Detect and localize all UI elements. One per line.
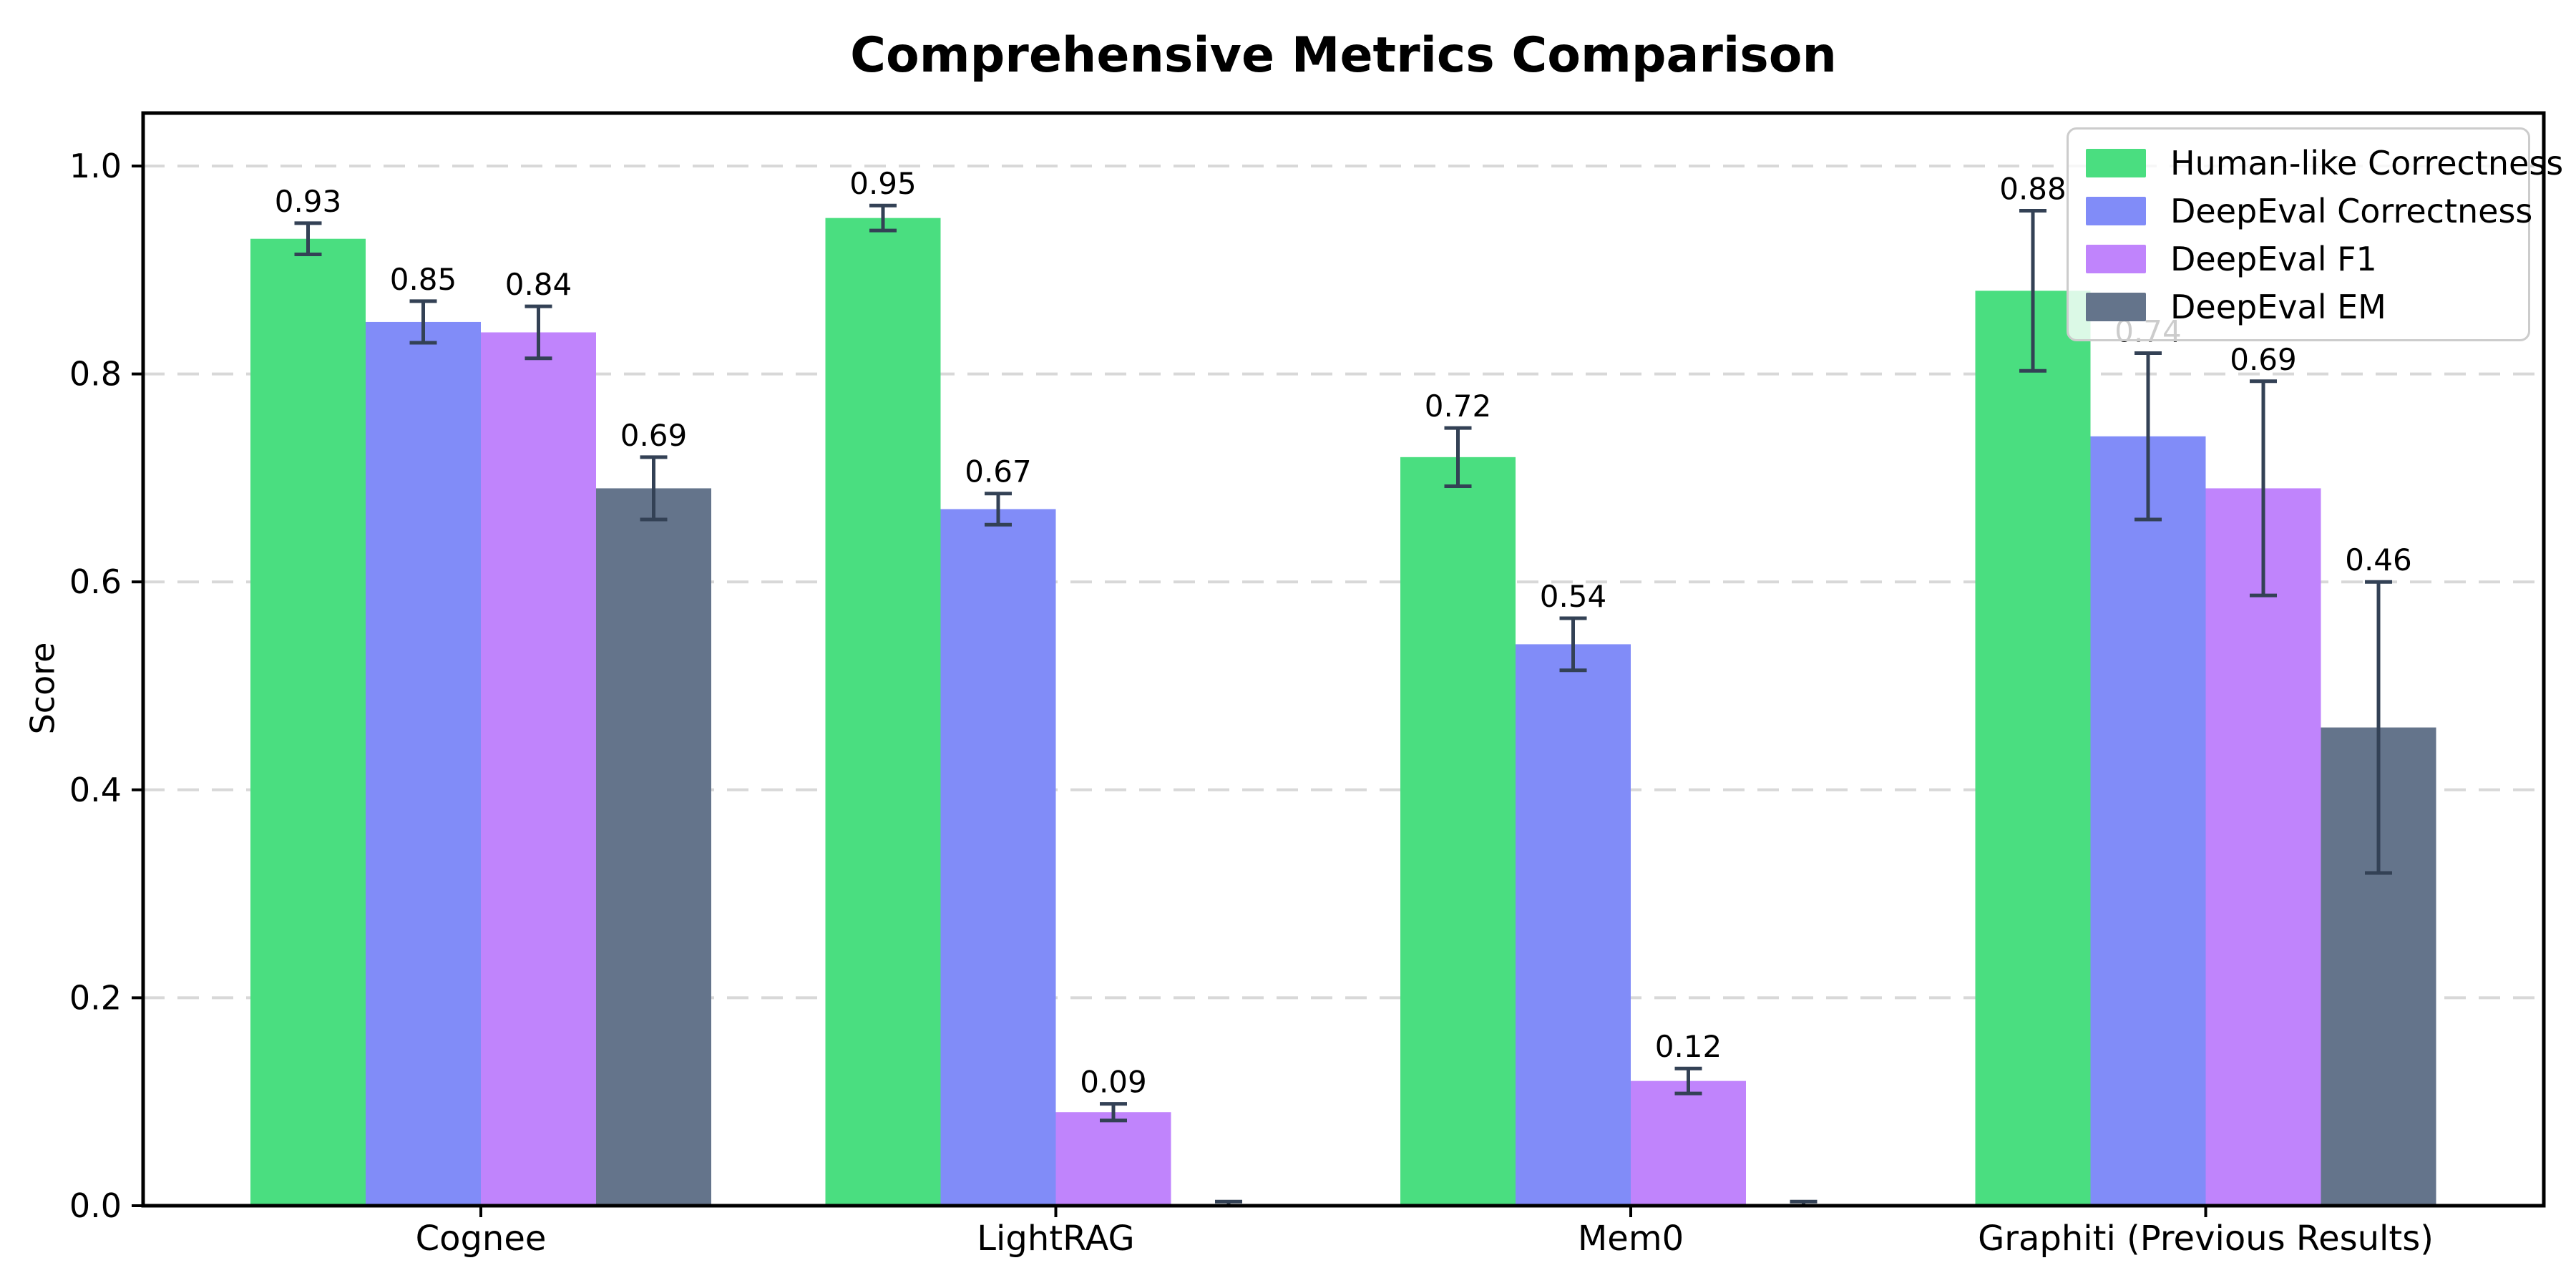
y-tick-label: 0.4: [69, 771, 122, 809]
x-tick-label: Cognee: [416, 1219, 547, 1259]
bar: [250, 238, 366, 1206]
bar: [1055, 1112, 1171, 1206]
legend-swatch: [2086, 149, 2146, 177]
legend-label: DeepEval EM: [2170, 288, 2386, 326]
bar: [940, 509, 1056, 1206]
y-tick-label: 0.2: [69, 978, 122, 1017]
legend-swatch: [2086, 293, 2146, 321]
y-tick-label: 1.0: [69, 147, 122, 185]
bar-value-label: 0.72: [1425, 389, 1492, 424]
bar-value-label: 0.85: [390, 262, 457, 297]
bar-value-label: 0.54: [1540, 579, 1607, 614]
bar: [366, 321, 481, 1206]
bar: [1975, 291, 2091, 1206]
bar-value-label: 0.09: [1080, 1065, 1147, 1100]
legend-row: DeepEval F1: [2086, 240, 2511, 278]
bar: [1631, 1080, 1746, 1206]
bar: [596, 488, 711, 1206]
legend-label: DeepEval F1: [2170, 240, 2377, 278]
bar-value-label: 0.69: [620, 418, 688, 453]
y-tick-label: 0.6: [69, 562, 122, 601]
legend-label: DeepEval Correctness: [2170, 192, 2533, 230]
bar: [1400, 457, 1516, 1206]
y-tick-label: 0.0: [69, 1186, 122, 1225]
bar-value-label: 0.12: [1655, 1029, 1722, 1064]
bar-value-label: 0.67: [965, 454, 1032, 489]
bar: [825, 218, 941, 1206]
bar-value-label: 0.84: [505, 267, 572, 302]
bar: [2090, 436, 2206, 1206]
x-tick-label: Mem0: [1578, 1219, 1684, 1259]
x-tick-label: LightRAG: [977, 1219, 1134, 1259]
chart-title: Comprehensive Metrics Comparison: [850, 27, 1837, 84]
bar: [481, 332, 596, 1206]
bar-value-label: 0.93: [275, 184, 342, 219]
bar-value-label: 0.69: [2230, 342, 2297, 377]
bar: [1516, 644, 1631, 1206]
legend-label: Human-like Correctness: [2170, 144, 2564, 182]
bar-value-label: 0.46: [2345, 542, 2412, 577]
legend-row: DeepEval EM: [2086, 288, 2511, 326]
bar: [2205, 488, 2321, 1206]
axis-spine: [141, 111, 2546, 1208]
legend-row: Human-like Correctness: [2086, 144, 2563, 182]
legend-row: DeepEval Correctness: [2086, 192, 2532, 230]
legend-swatch: [2086, 245, 2146, 273]
legend-swatch: [2086, 197, 2146, 225]
x-tick-label: Graphiti (Previous Results): [1978, 1219, 2434, 1259]
legend: Human-like Correctness DeepEval Correctne…: [2067, 127, 2563, 341]
bar-value-label: 0.95: [849, 166, 917, 201]
y-tick-label: 0.8: [69, 355, 122, 394]
bar-value-label: 0.88: [1999, 171, 2067, 206]
